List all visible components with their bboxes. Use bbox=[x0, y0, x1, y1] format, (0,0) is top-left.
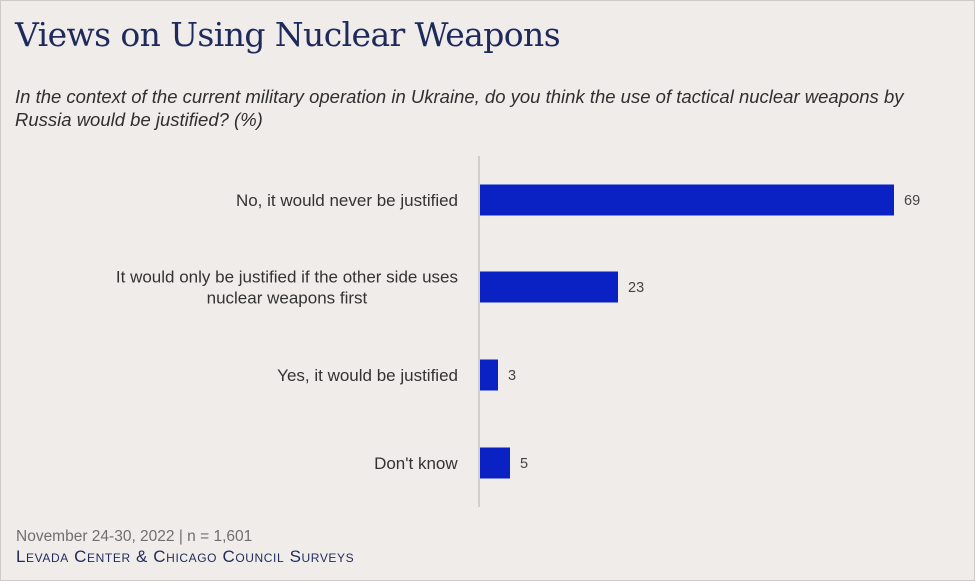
value-label-3: 5 bbox=[520, 456, 528, 472]
chart-subtitle: In the context of the current military o… bbox=[15, 86, 904, 130]
bar-1 bbox=[480, 271, 618, 303]
bar-2 bbox=[480, 359, 498, 391]
bar-3 bbox=[480, 447, 510, 479]
bar-0 bbox=[480, 184, 894, 216]
chart-title: Views on Using Nuclear Weapons bbox=[15, 15, 561, 54]
category-label-1: It would only be justified if the other … bbox=[116, 268, 458, 308]
value-label-0: 69 bbox=[904, 193, 920, 209]
category-label-2: Yes, it would be justified bbox=[277, 366, 458, 385]
category-label-line: It would only be justified if the other … bbox=[116, 268, 458, 287]
source-credit: Levada Center & Chicago Council Surveys bbox=[16, 547, 355, 566]
value-label-1: 23 bbox=[628, 280, 644, 296]
survey-date-note: November 24-30, 2022 | n = 1,601 bbox=[16, 528, 253, 545]
value-label-2: 3 bbox=[508, 368, 516, 384]
category-label-0: No, it would never be justified bbox=[236, 191, 458, 210]
category-label-3: Don't know bbox=[374, 454, 458, 473]
category-label-line: No, it would never be justified bbox=[236, 191, 458, 210]
category-label-line: Yes, it would be justified bbox=[277, 366, 458, 385]
category-label-line: Don't know bbox=[374, 454, 458, 473]
category-label-line: nuclear weapons first bbox=[207, 289, 368, 308]
